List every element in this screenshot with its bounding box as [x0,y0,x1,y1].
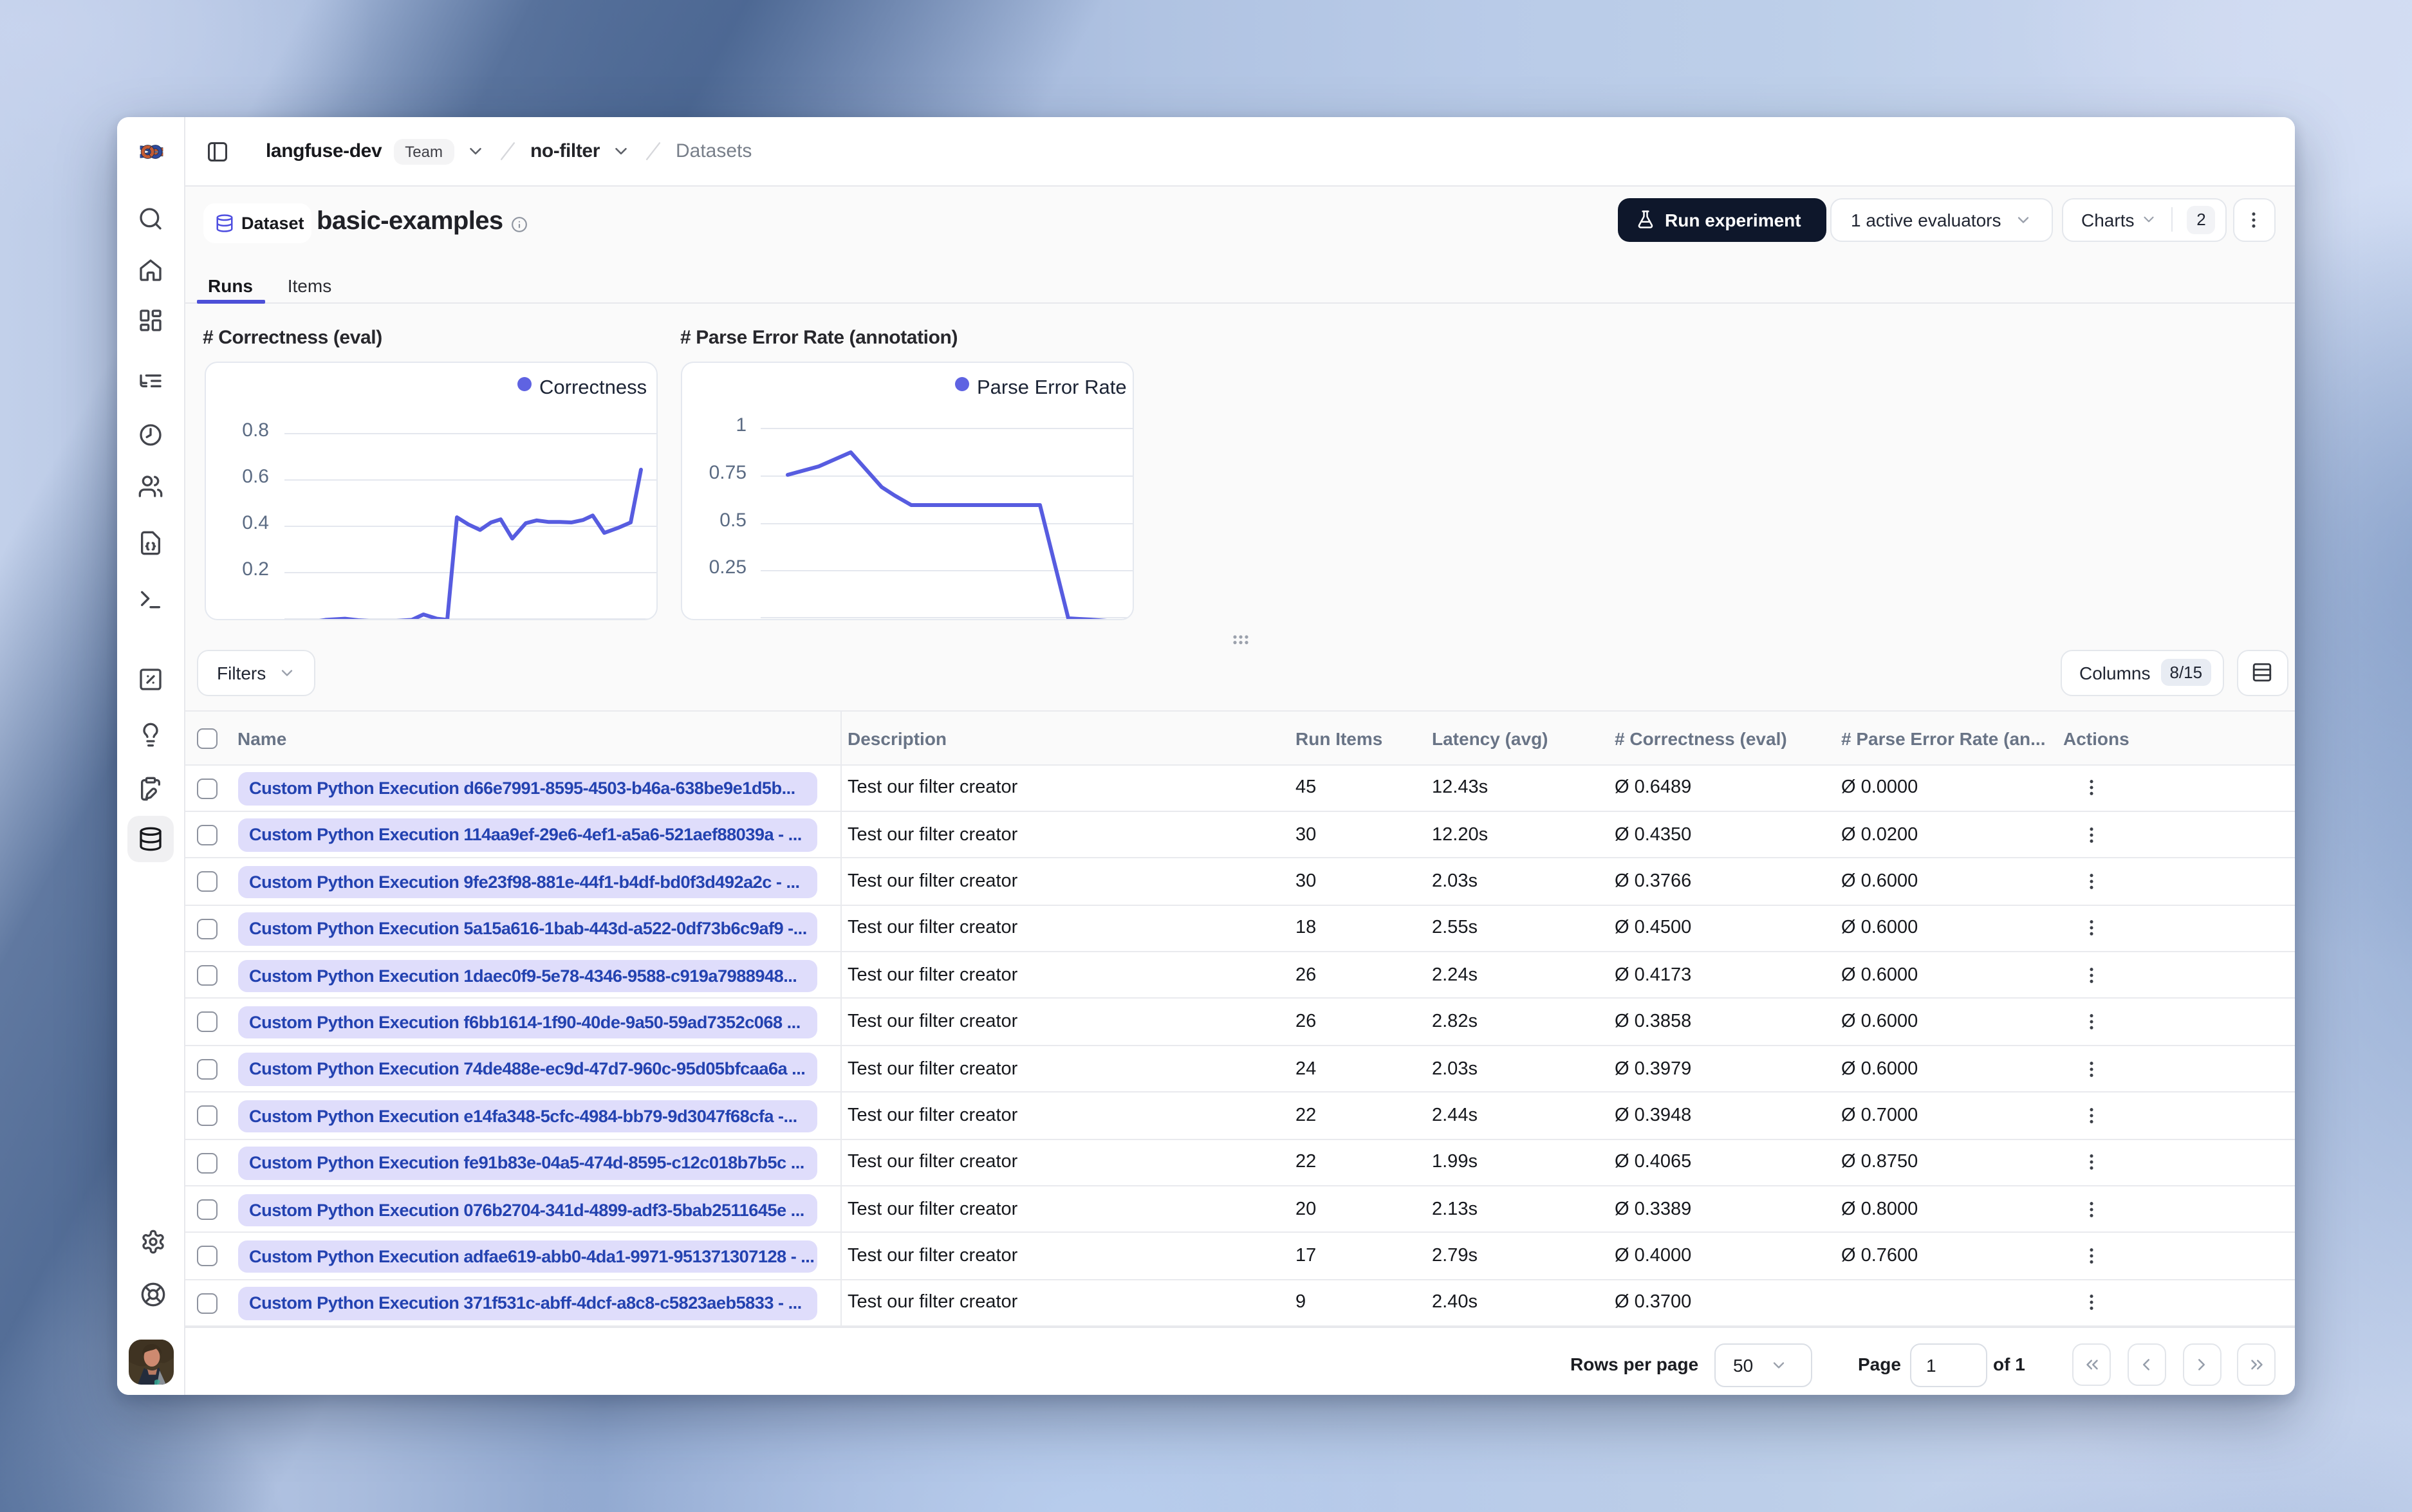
svg-text:0.2: 0.2 [241,558,268,579]
svg-text:0.4: 0.4 [241,512,268,533]
svg-text:Correctness: Correctness [539,375,646,398]
svg-text:Parse Error Rate: Parse Error Rate [976,375,1126,398]
svg-text:0.5: 0.5 [719,509,746,530]
svg-text:0.75: 0.75 [709,461,746,483]
svg-text:0.25: 0.25 [709,556,746,577]
svg-text:0.6: 0.6 [241,465,268,486]
svg-text:0.8: 0.8 [241,419,268,440]
svg-text:1: 1 [735,414,746,435]
